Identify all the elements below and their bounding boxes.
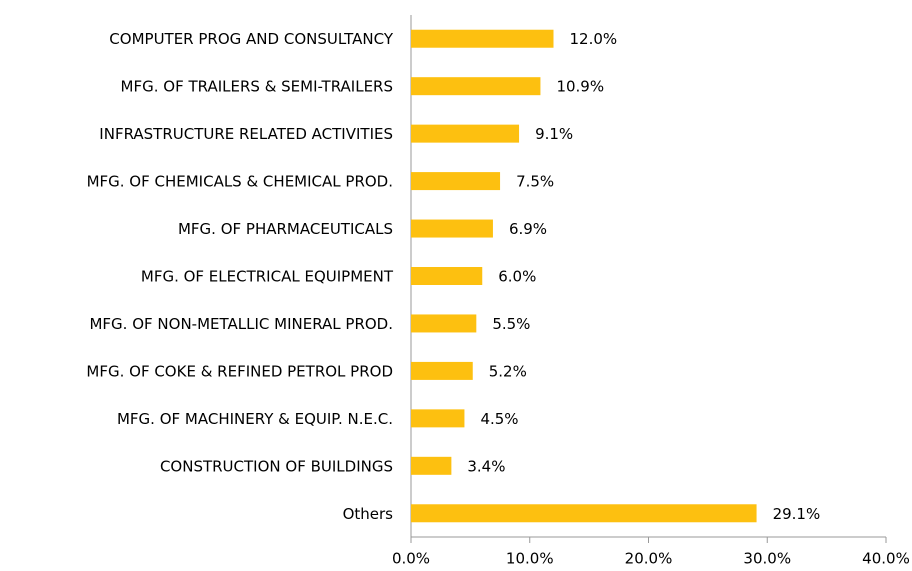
y-tick-label: Others xyxy=(343,505,394,523)
data-label: 6.9% xyxy=(509,220,547,238)
x-tick-label: 10.0% xyxy=(506,550,554,568)
x-tick-label: 20.0% xyxy=(625,550,673,568)
data-label: 9.1% xyxy=(535,125,573,143)
bar xyxy=(411,29,554,48)
y-tick-label: COMPUTER PROG AND CONSULTANCY xyxy=(109,30,394,48)
y-tick-label: MFG. OF ELECTRICAL EQUIPMENT xyxy=(141,268,394,286)
data-label: 29.1% xyxy=(773,505,821,523)
y-tick-label: CONSTRUCTION OF BUILDINGS xyxy=(160,457,393,475)
bar xyxy=(411,124,520,143)
bar xyxy=(411,172,501,191)
y-tick-label: MFG. OF PHARMACEUTICALS xyxy=(178,220,393,238)
bar xyxy=(411,219,493,238)
x-tick-label: 30.0% xyxy=(743,550,791,568)
bar xyxy=(411,77,541,96)
bar xyxy=(411,456,452,475)
y-tick-label: INFRASTRUCTURE RELATED ACTIVITIES xyxy=(99,125,393,143)
x-tick-label: 0.0% xyxy=(392,550,430,568)
data-label: 4.5% xyxy=(480,410,518,428)
y-tick-label: MFG. OF COKE & REFINED PETROL PROD xyxy=(86,362,393,380)
bar xyxy=(411,409,465,428)
data-label: 6.0% xyxy=(498,268,536,286)
data-label: 3.4% xyxy=(467,457,505,475)
x-tick-label: 40.0% xyxy=(862,550,910,568)
bar xyxy=(411,504,757,523)
bar xyxy=(411,267,483,285)
data-label: 10.9% xyxy=(556,78,604,96)
bar xyxy=(411,361,473,380)
y-tick-label: MFG. OF TRAILERS & SEMI-TRAILERS xyxy=(121,78,393,96)
y-tick-label: MFG. OF MACHINERY & EQUIP. N.E.C. xyxy=(117,410,393,428)
bar xyxy=(411,314,477,333)
data-label: 7.5% xyxy=(516,173,554,191)
data-label: 5.2% xyxy=(489,362,527,380)
y-tick-label: MFG. OF CHEMICALS & CHEMICAL PROD. xyxy=(87,173,393,191)
data-label: 12.0% xyxy=(570,30,618,48)
y-tick-label: MFG. OF NON-METALLIC MINERAL PROD. xyxy=(89,315,393,333)
data-label: 5.5% xyxy=(492,315,530,333)
